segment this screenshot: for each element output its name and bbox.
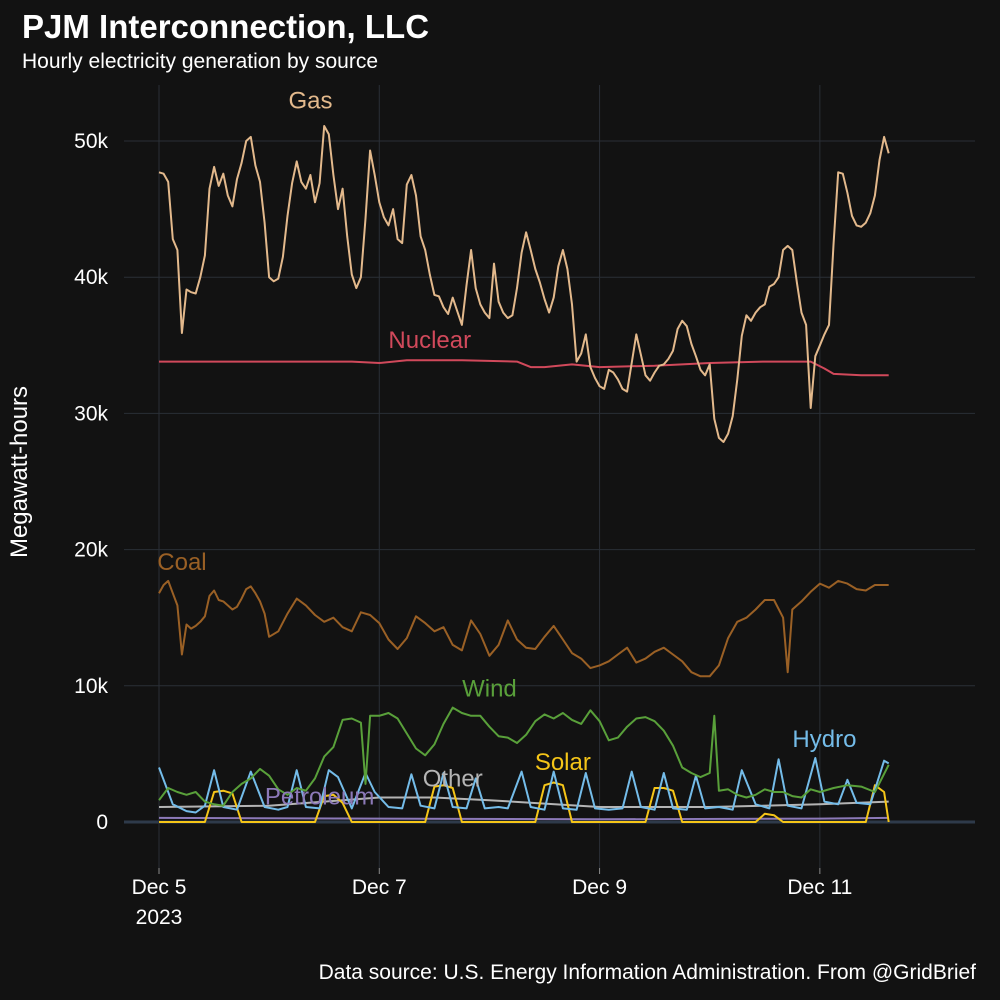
series-label-wind: Wind xyxy=(462,676,517,703)
series-lines xyxy=(158,125,890,823)
page-title: PJM Interconnection, LLC xyxy=(22,8,430,45)
y-tick-label: 0 xyxy=(96,811,108,834)
x-tick-label: Dec 5 xyxy=(132,876,187,899)
series-label-solar: Solar xyxy=(535,749,591,776)
y-axis-title: Megawatt-hours xyxy=(6,386,33,558)
series-line-coal xyxy=(158,579,889,678)
x-tick-label: Dec 9 xyxy=(572,876,627,899)
y-tick-label: 10k xyxy=(74,675,108,698)
x-tick-sublabel: 2023 xyxy=(136,906,183,929)
series-label-other: Other xyxy=(423,766,483,793)
axes: 0 10k 20k 30k 40k 50k Dec 5 2023 Dec 7 Dec 9 Dec 1… xyxy=(74,130,852,929)
series-line-solar xyxy=(159,781,890,823)
series-label-hydro: Hydro xyxy=(792,726,856,753)
y-tick-label: 30k xyxy=(74,402,108,425)
series-labels: Gas Nuclear Coal Wind Hydro Solar Other Petrole… xyxy=(157,87,856,810)
x-tick-label: Dec 7 xyxy=(352,876,407,899)
series-line-petroleum xyxy=(158,816,889,821)
series-label-coal: Coal xyxy=(157,549,206,576)
y-tick-label: 20k xyxy=(74,539,108,562)
x-tick-label: Dec 11 xyxy=(787,876,852,899)
series-line-wind xyxy=(158,706,890,807)
series-label-gas: Gas xyxy=(288,87,332,114)
series-line-hydro xyxy=(158,757,890,814)
source-caption: Data source: U.S. Energy Information Adm… xyxy=(318,961,976,984)
series-label-petroleum: Petroleum xyxy=(265,783,374,810)
series-label-nuclear: Nuclear xyxy=(388,327,471,354)
series-line-gas xyxy=(158,125,890,443)
y-tick-label: 50k xyxy=(74,130,108,153)
series-line-nuclear xyxy=(159,359,889,377)
page-subtitle: Hourly electricity generation by source xyxy=(22,50,378,73)
y-tick-label: 40k xyxy=(74,266,108,289)
